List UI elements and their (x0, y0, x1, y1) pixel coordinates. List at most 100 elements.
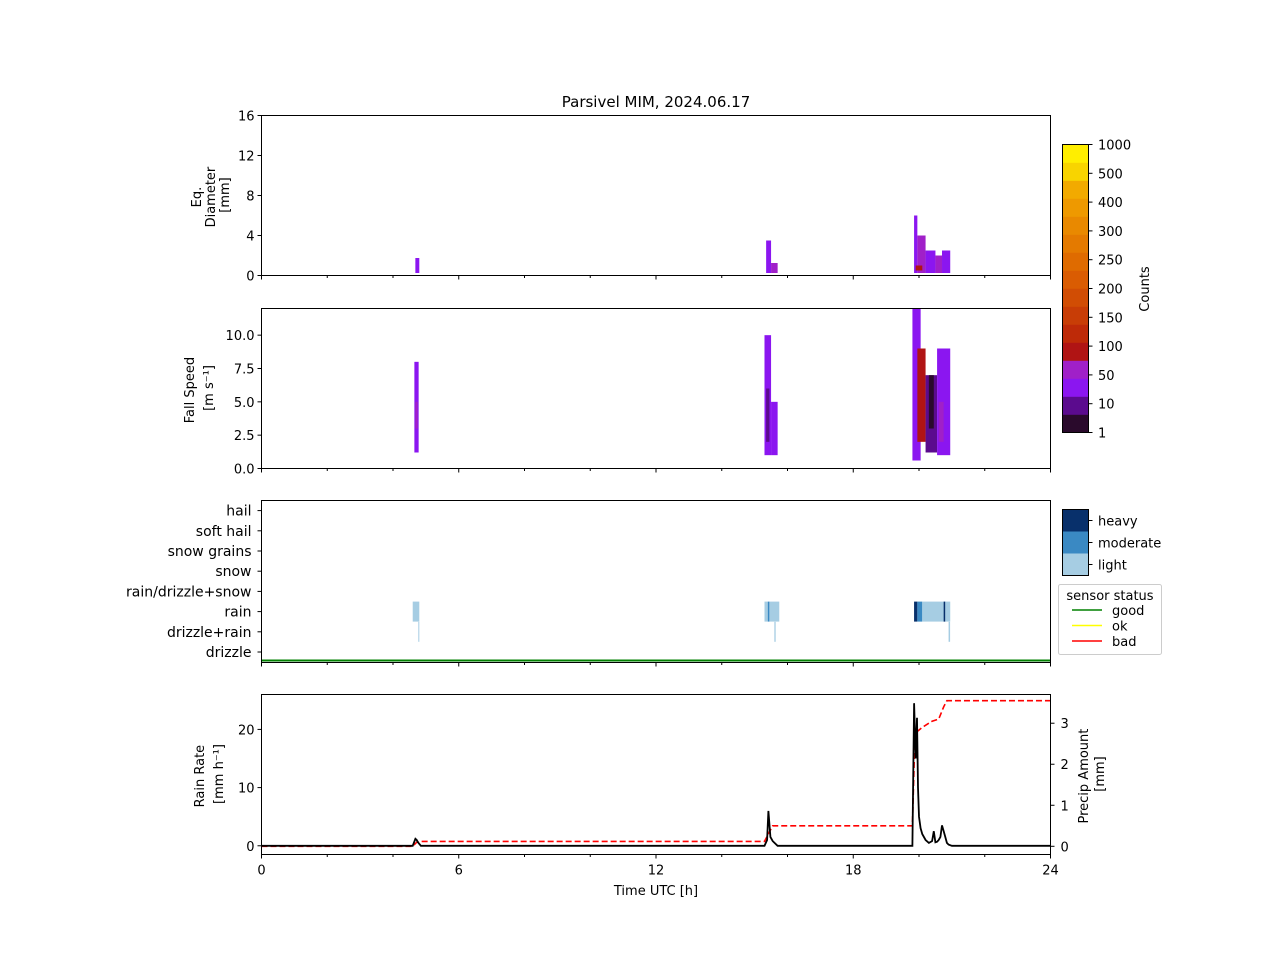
y-tick-label: 5.0 (234, 396, 255, 411)
colorbar-cell (1062, 252, 1089, 271)
colorbar-cell (1062, 162, 1089, 181)
intensity-swatch-heavy (1062, 509, 1089, 532)
heatmap-cell (938, 401, 944, 442)
colorbar-cell (1062, 270, 1089, 289)
y2-tick-label: 1 (1061, 799, 1069, 814)
precip-category-label: snow (215, 564, 251, 580)
colorbar-cell (1062, 144, 1089, 163)
colorbar-cell (1062, 324, 1089, 343)
heatmap-cell (912, 308, 921, 461)
precip-type-bar (914, 601, 918, 622)
heatmap-cell (935, 255, 943, 273)
heatmap-cell (942, 250, 951, 273)
rain-panel-frame (261, 694, 1051, 855)
colorbar-tick-label: 400 (1098, 196, 1123, 211)
x-tick-label: 12 (648, 864, 665, 879)
intensity-label: moderate (1098, 537, 1161, 552)
heatmap-cell (928, 375, 934, 429)
heatmap-cell (914, 215, 918, 273)
y2-tick-label: 2 (1061, 758, 1069, 773)
y-tick-label: 4 (246, 230, 254, 245)
counts-colorbar: 1 10 50 100 150 200 250 300 400 500 1000 Counts (1062, 139, 1153, 442)
y-tick-label: 2.5 (234, 429, 255, 444)
colorbar-tick-label: 10 (1098, 398, 1115, 413)
heatmap-cell (917, 235, 926, 273)
y-tick-label: 0 (246, 270, 254, 285)
colorbar-tick-label: 150 (1098, 311, 1123, 326)
y-tick-label: 10 (238, 782, 255, 797)
colorbar-tick-label: 200 (1098, 283, 1123, 298)
heatmap-cell (766, 240, 772, 273)
precip-type-bar (917, 601, 923, 622)
precip-category-label: rain (224, 605, 251, 621)
x-axis-label: Time UTC [h] (613, 884, 698, 899)
colorbar-tick-label: 500 (1098, 167, 1123, 182)
intensity-legend: heavy moderate light (1062, 509, 1161, 576)
colorbar-tick-label: 1 (1098, 427, 1106, 442)
x-tick-label: 0 (257, 864, 265, 879)
heatmap-cell (917, 348, 926, 442)
y-tick-label: 10.0 (226, 329, 255, 344)
y-tick-label: 7.5 (234, 363, 255, 378)
precip-amount-line (261, 699, 1051, 848)
x-tick-label: 24 (1042, 864, 1059, 879)
precip-category-label: rain/drizzle+snow (126, 584, 251, 600)
precip-category-label: drizzle (206, 645, 252, 661)
status-legend-box (1058, 584, 1162, 655)
colorbar-tick-label: 300 (1098, 225, 1123, 240)
figure-title: Parsivel MIM, 2024.06.17 (562, 93, 750, 111)
colorbar-cell (1062, 414, 1089, 433)
intensity-label: heavy (1098, 515, 1138, 530)
heatmap-cell (925, 250, 936, 273)
fall-speed-panel: 0.0 2.5 5.0 7.5 10.0 Fall Speed [m s⁻¹] (183, 308, 1051, 478)
y-tick-label: 20 (238, 723, 255, 738)
status-legend-label: good (1112, 604, 1144, 619)
y2-tick-label: 3 (1061, 717, 1069, 732)
precip-category-label: snow grains (168, 544, 252, 560)
heatmap-cell (766, 388, 770, 442)
y2-tick-label: 0 (1061, 840, 1069, 855)
colorbar-cell (1062, 180, 1089, 199)
heatmap-cell (915, 265, 923, 271)
precip-type-panel: drizzle drizzle+rain rain rain/drizzle+snow… (126, 500, 1051, 667)
colorbar-cell (1062, 216, 1089, 235)
y-tick-label: 12 (238, 150, 255, 165)
x-tick-label: 18 (845, 864, 862, 879)
diameter-ylabel: Eq. Diameter [mm] (190, 163, 233, 228)
y-tick-label: 8 (246, 190, 254, 205)
precip-type-bar (943, 601, 946, 622)
rain-rate-line (261, 703, 1051, 847)
colorbar-label: Counts (1138, 266, 1153, 312)
y-tick-label: 0.0 (234, 463, 255, 478)
precip-type-bar (922, 601, 946, 622)
colorbar-tick-label: 100 (1098, 340, 1123, 355)
colorbar-tick-label: 50 (1098, 369, 1115, 384)
y-tick-label: 0 (246, 840, 254, 855)
x-tick-label: 6 (455, 864, 463, 879)
rain-rate-ylabel: Rain Rate [mm h⁻¹] (193, 741, 227, 808)
colorbar-cell (1062, 198, 1089, 217)
heatmap-cell (415, 258, 420, 273)
colorbar-tick-label: 1000 (1098, 139, 1131, 154)
intensity-label: light (1098, 559, 1127, 574)
precip-amount-ylabel: Precip Amount [mm] (1077, 724, 1108, 823)
diameter-panel: 0 4 8 12 16 Eq. Diameter [mm] (190, 110, 1051, 285)
fall-speed-ylabel: Fall Speed [m s⁻¹] (183, 353, 217, 424)
status-legend-label: bad (1112, 635, 1136, 650)
heatmap-cell (771, 263, 778, 273)
precip-type-bar (769, 601, 780, 622)
status-legend-title: sensor status (1066, 589, 1153, 604)
heatmap-cell (415, 401, 418, 429)
precip-type-bar (764, 601, 768, 622)
status-legend-label: ok (1112, 620, 1128, 635)
precip-type-bar (774, 621, 776, 642)
precip-category-label: soft hail (196, 524, 252, 540)
precip-type-bar (412, 601, 420, 622)
colorbar-cell (1062, 288, 1089, 307)
intensity-swatch-moderate (1062, 531, 1089, 554)
y-tick-label: 16 (238, 110, 255, 125)
colorbar-tick-label: 250 (1098, 254, 1123, 269)
colorbar-cell (1062, 306, 1089, 325)
